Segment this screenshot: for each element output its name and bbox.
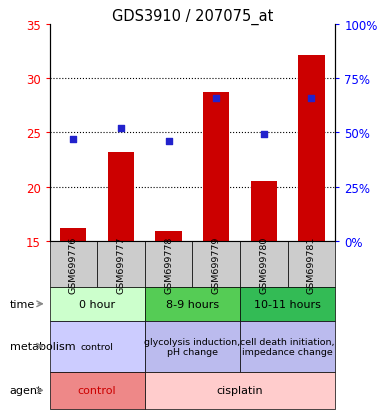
Point [308, 95, 314, 102]
Bar [288, 241, 335, 287]
Text: 10-11 hours: 10-11 hours [254, 299, 321, 309]
Bar [145, 372, 335, 409]
Bar [298, 56, 325, 241]
Text: GSM699779: GSM699779 [212, 235, 221, 293]
Text: GSM699781: GSM699781 [307, 235, 316, 293]
Bar [50, 372, 145, 409]
Bar [192, 241, 240, 287]
Bar [240, 321, 335, 372]
Bar [145, 287, 240, 321]
Text: metabolism: metabolism [10, 342, 75, 351]
Point [213, 95, 219, 102]
Bar [240, 287, 335, 321]
Text: GSM699780: GSM699780 [259, 235, 268, 293]
Text: cisplatin: cisplatin [217, 385, 263, 395]
Text: GSM699777: GSM699777 [117, 235, 125, 293]
Text: control: control [78, 385, 117, 395]
Bar [203, 93, 229, 241]
Text: 8-9 hours: 8-9 hours [166, 299, 219, 309]
Bar [50, 241, 97, 287]
Bar [240, 241, 288, 287]
Text: control: control [81, 342, 114, 351]
Text: time: time [10, 299, 35, 309]
Point [70, 136, 76, 143]
Text: 0 hour: 0 hour [79, 299, 115, 309]
Bar [251, 182, 277, 241]
Text: GSM699778: GSM699778 [164, 235, 173, 293]
Point [261, 132, 267, 138]
Point [165, 138, 171, 145]
Bar [50, 321, 145, 372]
Title: GDS3910 / 207075_at: GDS3910 / 207075_at [112, 9, 273, 25]
Bar [97, 241, 145, 287]
Point [118, 125, 124, 132]
Bar [145, 241, 192, 287]
Text: cell death initiation,
impedance change: cell death initiation, impedance change [240, 337, 335, 356]
Bar [108, 152, 134, 241]
Text: GSM699776: GSM699776 [69, 235, 78, 293]
Bar [60, 228, 86, 241]
Bar [50, 287, 145, 321]
Bar [155, 231, 182, 241]
Bar [145, 321, 240, 372]
Text: glycolysis induction,
pH change: glycolysis induction, pH change [144, 337, 240, 356]
Text: agent: agent [10, 385, 42, 395]
